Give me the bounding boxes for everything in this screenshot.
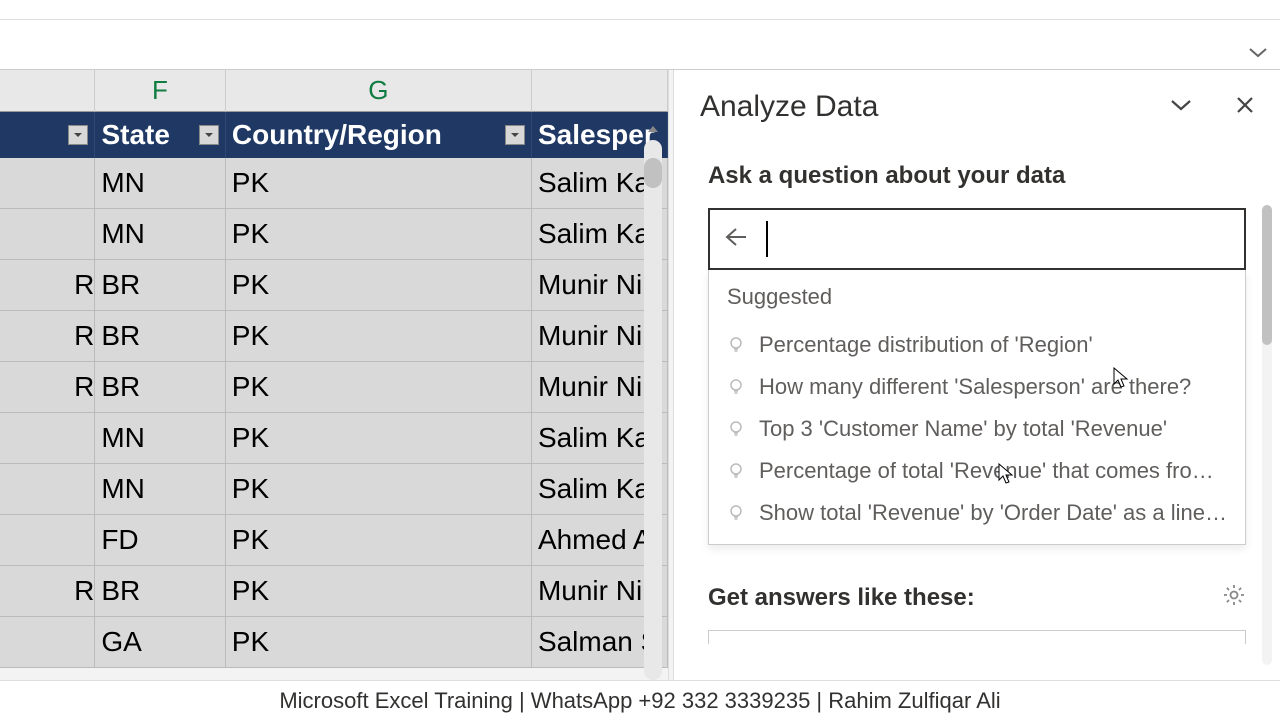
cell[interactable]: PK [226,311,532,362]
cell[interactable]: BR [95,260,225,311]
col-header-e[interactable] [0,70,95,112]
text-cursor [766,221,768,257]
cell[interactable]: PK [226,362,532,413]
table-row[interactable]: MNPKSalim Kar [0,209,668,260]
suggestion-text: Show total 'Revenue' by 'Order Date' as … [759,500,1227,526]
suggestion-item[interactable]: Top 3 'Customer Name' by total 'Revenue' [727,408,1227,450]
cell[interactable] [0,617,95,668]
suggestion-item[interactable]: Percentage distribution of 'Region' [727,324,1227,366]
suggestion-text: Percentage distribution of 'Region' [759,332,1093,358]
cell[interactable]: R [0,362,95,413]
filter-button[interactable] [68,125,88,145]
pane-scrollbar[interactable] [1262,205,1272,665]
col-header-h[interactable] [532,70,668,112]
table-row[interactable]: GAPKSalman S [0,617,668,668]
header-label: State [101,119,169,151]
table-row[interactable]: RBRPKMunir Ni [0,362,668,413]
cell[interactable]: PK [226,413,532,464]
suggestions-dropdown: Suggested Percentage distribution of 'Re… [708,270,1246,545]
suggestion-item[interactable]: How many different 'Salesperson' are the… [727,366,1227,408]
table-row[interactable]: MNPKSalim Kar [0,413,668,464]
suggestion-text: Percentage of total 'Revenue' that comes… [759,458,1214,484]
cell[interactable] [0,515,95,566]
cell[interactable]: BR [95,362,225,413]
table-header-state: State [95,112,225,158]
filter-button[interactable] [199,125,219,145]
cell[interactable]: MN [95,413,225,464]
cell[interactable]: PK [226,260,532,311]
col-header-g[interactable]: G [226,70,532,112]
cell[interactable]: MN [95,158,225,209]
close-button[interactable] [1236,96,1254,119]
table-row[interactable]: RBRPKMunir Ni [0,260,668,311]
vertical-scrollbar[interactable] [644,140,662,680]
table-row[interactable]: MNPKSalim Kar [0,158,668,209]
formula-expand-button[interactable] [1248,45,1268,63]
table-row[interactable]: RBRPKMunir Ni [0,566,668,617]
footer-text: Microsoft Excel Training | WhatsApp +92 … [0,680,1280,720]
cell[interactable]: PK [226,566,532,617]
cell[interactable]: MN [95,209,225,260]
cell[interactable] [0,413,95,464]
scrollbar-thumb[interactable] [644,158,662,188]
suggestion-text: How many different 'Salesperson' are the… [759,374,1191,400]
pane-scrollbar-thumb[interactable] [1262,205,1272,345]
settings-button[interactable] [1222,583,1246,612]
cell[interactable]: BR [95,566,225,617]
ask-question-label: Ask a question about your data [708,162,1246,190]
cell[interactable]: PK [226,515,532,566]
cell[interactable] [0,209,95,260]
cell[interactable]: PK [226,617,532,668]
table-body: MNPKSalim KarMNPKSalim KarRBRPKMunir NiR… [0,158,668,668]
pane-title: Analyze Data [700,90,878,124]
table-header-country: Country/Region [226,112,532,158]
cell[interactable]: BR [95,311,225,362]
formula-bar[interactable] [0,20,1280,70]
cell[interactable]: PK [226,464,532,515]
cell[interactable]: R [0,260,95,311]
suggestion-item[interactable]: Percentage of total 'Revenue' that comes… [727,450,1227,492]
column-headers-row: F G [0,70,668,112]
table-header-row: State Country/Region Salesper [0,112,668,158]
back-arrow-icon[interactable] [724,227,748,252]
answers-label: Get answers like these: [708,584,975,612]
header-label: Country/Region [232,119,442,151]
suggestion-text: Top 3 'Customer Name' by total 'Revenue' [759,416,1167,442]
cell[interactable] [0,158,95,209]
suggestion-item[interactable]: Show total 'Revenue' by 'Order Date' as … [727,492,1227,534]
collapse-button[interactable] [1170,98,1192,117]
cell[interactable]: FD [95,515,225,566]
cell[interactable] [0,464,95,515]
worksheet[interactable]: F G State Country/Region [0,70,668,680]
cell[interactable]: PK [226,158,532,209]
cell[interactable]: R [0,566,95,617]
suggested-label: Suggested [727,284,1227,310]
col-header-f[interactable]: F [95,70,225,112]
cell[interactable]: GA [95,617,225,668]
question-input[interactable] [708,208,1246,270]
table-row[interactable]: FDPKAhmed A [0,515,668,566]
header-label: Salesper [538,119,655,151]
cell[interactable]: MN [95,464,225,515]
filter-button[interactable] [505,125,525,145]
cell[interactable]: PK [226,209,532,260]
cell[interactable]: R [0,311,95,362]
scroll-up-button[interactable] [644,120,662,138]
ribbon-stub [0,0,1280,20]
table-row[interactable]: MNPKSalim Kar [0,464,668,515]
table-row[interactable]: RBRPKMunir Ni [0,311,668,362]
table-header-prev [0,112,95,158]
analyze-data-pane: Analyze Data Ask a question about your d… [674,70,1280,680]
answer-card [708,630,1246,644]
